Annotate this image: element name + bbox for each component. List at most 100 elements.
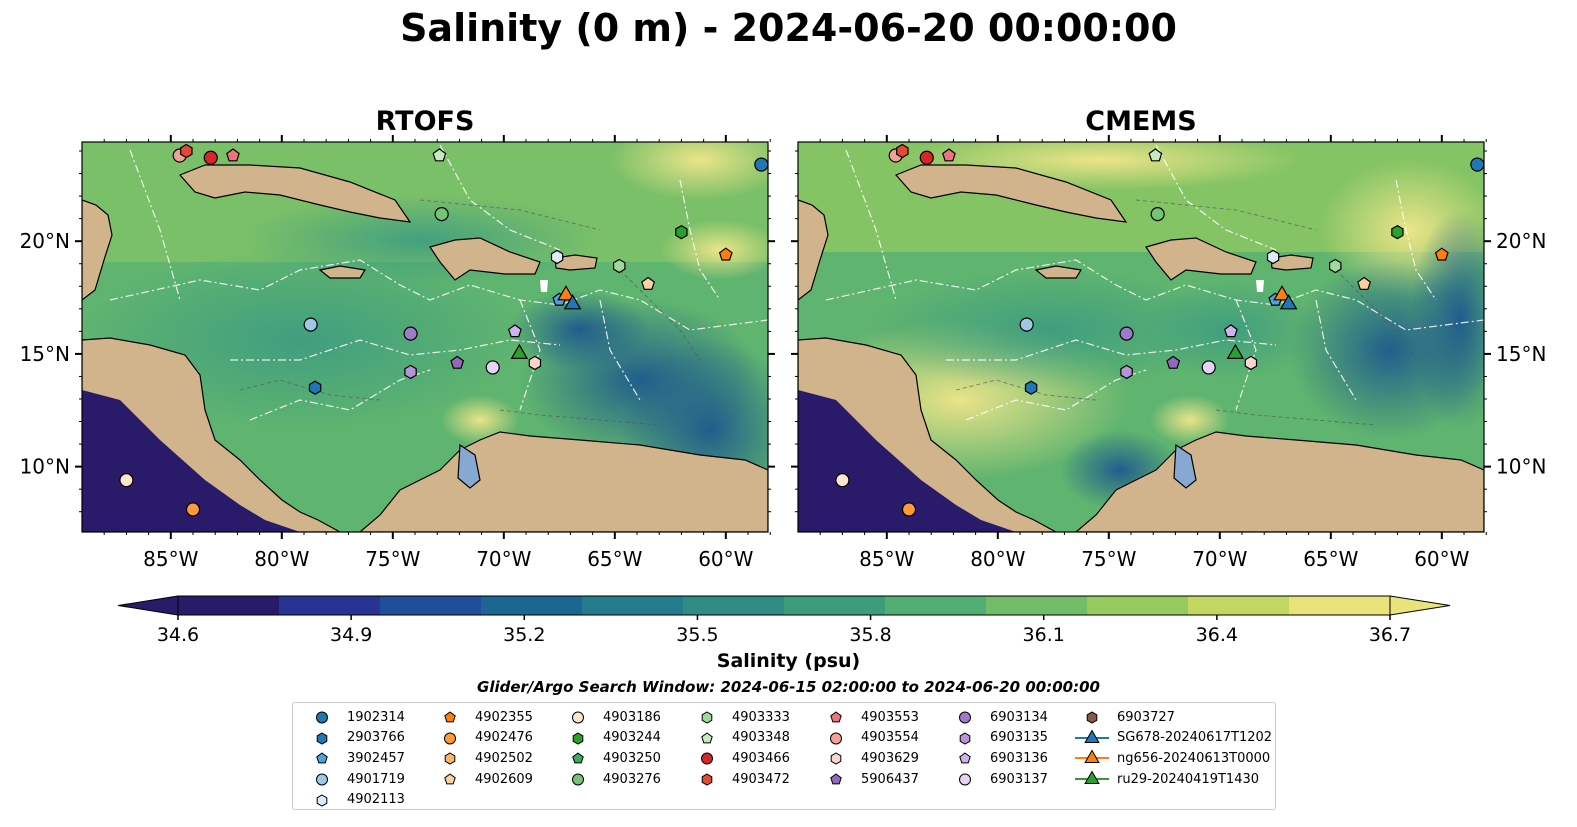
lat-tick-label: 15°N [1496,342,1546,366]
legend-label: 4903244 [603,730,661,746]
legend-column: 4903186 4903244 4903250 4903276 [561,707,661,789]
lat-tick-label: 10°N [20,455,70,479]
search-window-note: Glider/Argo Search Window: 2024-06-15 02… [477,678,1100,696]
float-marker-4903348 [432,148,447,162]
float-marker-ng656-20240613T0000 [1273,285,1291,301]
legend-symbol-circle-icon [959,711,971,724]
legend-item: 4903250 [561,748,661,769]
legend-symbol-circle-icon [572,711,584,724]
float-marker-6903134 [1119,326,1134,341]
legend-label: 4903466 [732,750,790,766]
legend-label: 4903629 [861,750,919,766]
legend-item: 6903137 [948,769,1048,790]
legend-symbol-hexagon-icon [701,711,713,724]
legend-item: 6903136 [948,748,1048,769]
legend-item: 4902355 [433,707,533,728]
float-marker-SG678-20240617T1202 [563,294,582,310]
legend-item: 6903727 [1075,707,1272,728]
legend-item: SG678-20240617T1202 [1075,728,1272,749]
lon-tick-label: 60°W [1414,547,1469,571]
legend-label: 4903250 [603,750,661,766]
colorbar-tick-label: 34.6 [157,624,199,646]
lon-tick-label: 75°W [1081,547,1136,571]
colorbar: 34.6 34.9 35.2 35.5 35.8 36.1 36.4 36.7 [117,595,1451,646]
float-marker-4903348 [1148,148,1163,162]
legend-symbol-hexagon-icon [572,732,584,745]
float-marker-4903466 [919,150,934,165]
legend-column: 6903727 SG678-20240617T1202 ng656-20240613… [1075,707,1272,789]
legend-symbol-hexagon-icon [444,752,456,766]
legend-item: 5906437 [819,769,919,790]
float-marker-4903276 [1150,207,1165,222]
float-marker-4901719 [303,317,318,332]
float-marker-ru29-20240419T1430 [510,343,529,359]
float-marker-4902609 [641,276,656,290]
legend-symbol-circle-icon [830,732,842,745]
float-marker-4903276 [434,207,449,222]
legend-symbol-pentagon-icon [959,752,971,764]
figure-title: Salinity (0 m) - 2024-06-20 00:00:00 [400,6,1177,50]
legend-symbol-triangle-icon [1075,729,1109,743]
float-marker-4903629 [1244,355,1258,371]
legend-label: 4903554 [861,730,919,746]
legend-symbol-circle-icon [444,732,456,745]
legend-item: 4902113 [305,789,405,810]
lat-tick-label: 10°N [1496,455,1546,479]
legend-column: 1902314 2903766 3902457 4901719 4902113 [305,707,405,810]
colorbar-tick-label: 35.2 [503,624,545,646]
float-marker-6903136 [507,324,522,338]
legend-item: 3902457 [305,748,405,769]
float-markers-rtofs [119,143,769,517]
panel-title-rtofs: RTOFS [375,106,475,137]
float-marker-4903186 [835,473,850,488]
legend-item: 4903553 [819,707,919,728]
land [82,164,768,532]
lon-tick-label: 85°W [143,547,198,571]
legend-item: 4903333 [690,707,790,728]
legend-symbol-pentagon-icon [444,773,456,785]
colorbar-cell [885,596,987,615]
lon-tick-label: 65°W [1303,547,1358,571]
legend-label: ru29-20240419T1430 [1117,771,1260,787]
colorbar-extend-max [1389,595,1451,616]
colorbar-tick-label: 34.9 [330,624,372,646]
legend-symbol-hexagon-icon [316,732,328,745]
float-marker-4902476 [901,502,917,517]
land [798,164,1484,532]
axes-frame-rtofs [81,141,769,533]
panel-title-cmems: CMEMS [1085,106,1197,137]
legend-label: 2903766 [347,730,405,746]
float-marker-4903629 [528,355,542,371]
legend: 1902314 2903766 3902457 4901719 4902113 49023… [292,702,1276,810]
lon-tick-label: 80°W [970,547,1025,571]
float-marker-1902314 [754,157,769,172]
colorbar-tick-label: 35.8 [849,624,891,646]
lon-tick-label: 80°W [254,547,309,571]
bathymetry-contours [955,199,1417,426]
legend-symbol-triangle-icon [1075,770,1109,785]
legend-label: 6903137 [990,771,1048,787]
legend-label: ng656-20240613T0000 [1117,750,1271,766]
lon-tick-label: 65°W [587,547,642,571]
lat-tick-label: 15°N [20,342,70,366]
legend-symbol-circle-icon [701,752,713,765]
legend-label: 4903186 [603,709,661,725]
float-marker-4902113 [550,249,564,265]
legend-item: 4902476 [433,728,533,749]
lon-tick-label: 85°W [859,547,914,571]
float-marker-4903466 [203,150,218,165]
float-marker-2903766 [308,380,322,395]
float-marker-5906437 [450,355,465,369]
legend-item: ru29-20240419T1430 [1075,769,1272,790]
float-marker-6903134 [403,326,418,341]
legend-item: 6903134 [948,707,1048,728]
legend-item: ng656-20240613T0000 [1075,748,1272,769]
colorbar-cell [986,596,1088,615]
colorbar-cell [784,596,886,615]
colorbar-cell [1289,596,1391,615]
lon-tick-label: 70°W [1192,547,1247,571]
legend-symbol-circle-icon [959,773,971,786]
float-marker-6903136 [1223,324,1238,338]
legend-label: 3902457 [347,750,405,766]
eez-boundaries [825,144,1484,421]
